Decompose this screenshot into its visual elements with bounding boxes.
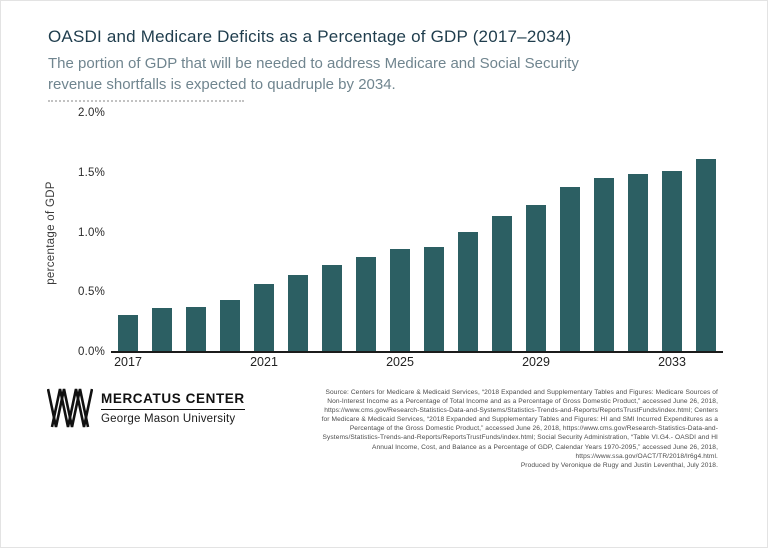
x-tick-label: 2029 [522,355,550,369]
chart-title: OASDI and Medicare Deficits as a Percent… [48,27,572,46]
bar-2028 [492,215,512,351]
bar-2025 [390,249,410,351]
source-note: Source: Centers for Medicare & Medicaid … [318,388,718,470]
bar-2022 [288,274,308,351]
bar-2024 [356,256,376,351]
bar-2034 [696,158,716,351]
bar-2023 [322,264,342,351]
bar-2017 [118,315,138,351]
bar-2032 [628,174,648,351]
bar-2019 [186,306,206,351]
mercatus-logo: MERCATUS CENTER George Mason University [47,388,245,428]
dotted-divider [48,100,244,102]
bar-2031 [594,177,614,351]
bar-2030 [560,187,580,351]
source-citation-text: Source: Centers for Medicare & Medicaid … [321,389,718,460]
bar-2026 [424,247,444,351]
bar-2018 [152,307,172,351]
y-tick-label: 1.0% [77,226,105,239]
x-axis: 2017 2021 2025 2029 2033 [111,355,723,375]
x-tick-label: 2033 [658,355,686,369]
y-axis: 0.0% 0.5% 1.0% 1.5% 2.0% [57,107,105,358]
logo-text: MERCATUS CENTER George Mason University [101,388,245,425]
mercatus-logo-icon [47,388,93,428]
chart-subtitle: The portion of GDP that will be needed t… [48,55,579,94]
y-tick-label: 1.5% [77,166,105,179]
bar-2021 [254,284,274,351]
bar-2020 [220,299,240,351]
bar-2033 [662,170,682,351]
y-tick-label: 2.0% [77,107,105,119]
bar-2029 [526,205,546,351]
produced-by-text: Produced by Veronique de Rugy and Justin… [520,461,718,469]
y-tick-label: 0.0% [77,346,105,358]
logo-org-name: MERCATUS CENTER [101,391,245,410]
logo-university-name: George Mason University [101,413,236,425]
bar-2027 [458,231,478,351]
x-tick-label: 2025 [386,355,414,369]
y-tick-label: 0.5% [77,286,105,299]
x-tick-label: 2021 [250,355,278,369]
x-tick-label: 2017 [114,355,142,369]
bar-chart-plot-area [111,114,723,353]
